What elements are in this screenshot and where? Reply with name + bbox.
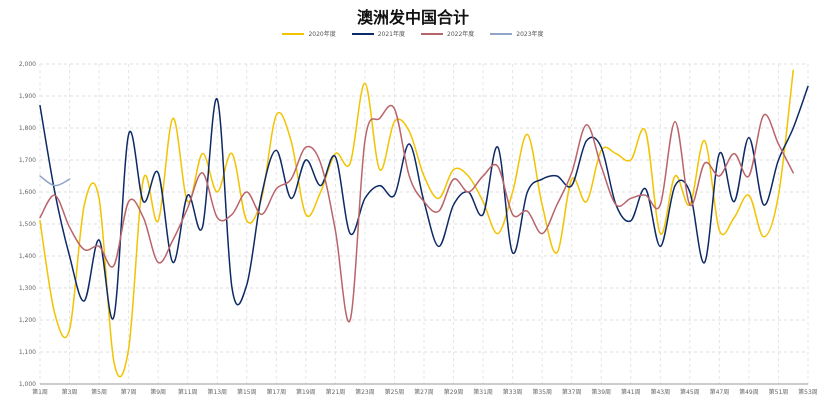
series-2023-line <box>39 175 71 187</box>
x-tick-label: 第39周 <box>591 388 611 396</box>
legend-swatch-2021 <box>351 32 374 35</box>
x-tick-label: 第53周 <box>798 388 818 396</box>
legend-label-2020: 2020年度 <box>308 31 336 38</box>
y-tick-label: 1,400 <box>19 253 36 260</box>
x-tick-label: 第45周 <box>680 388 700 396</box>
series-2021-line <box>39 85 809 320</box>
y-tick-label: 1,100 <box>19 349 36 356</box>
x-tick-label: 第15周 <box>237 388 257 396</box>
legend: 2020年度 2021年度 2022年度 2023年度 <box>0 29 826 38</box>
x-tick-label: 第7周 <box>121 388 137 396</box>
x-tick-label: 第31周 <box>473 388 493 396</box>
x-tick-label: 第23周 <box>355 388 375 396</box>
x-tick-label: 第33周 <box>503 388 523 396</box>
x-tick-label: 第41周 <box>621 388 641 396</box>
x-tick-label: 第29周 <box>444 388 464 396</box>
legend-swatch-2023 <box>490 32 513 35</box>
legend-swatch-2020 <box>282 32 305 35</box>
y-tick-label: 1,000 <box>19 381 36 388</box>
x-tick-label: 第25周 <box>385 388 405 396</box>
y-tick-label: 1,600 <box>19 189 36 196</box>
chart-title: 澳洲发中国合计 <box>356 8 469 27</box>
legend-label-2022: 2022年度 <box>447 31 475 38</box>
legend-item-2022[interactable]: 2022年度 <box>421 29 474 38</box>
y-tick-label: 1,800 <box>19 125 36 132</box>
legend-item-2020[interactable]: 2020年度 <box>282 29 336 38</box>
x-tick-label: 第37周 <box>562 388 582 396</box>
y-tick-label: 1,700 <box>19 157 36 164</box>
y-tick-label: 1,200 <box>19 317 36 324</box>
x-tick-label: 第27周 <box>414 388 434 396</box>
legend-label-2023: 2023年度 <box>516 31 544 38</box>
x-tick-label: 第49周 <box>739 388 759 396</box>
x-tick-label: 第1周 <box>32 388 48 396</box>
x-tick-label: 第35周 <box>532 388 552 396</box>
legend-item-2021[interactable]: 2021年度 <box>351 29 405 38</box>
x-tick-label: 第51周 <box>769 388 789 396</box>
legend-item-2023[interactable]: 2023年度 <box>490 29 544 38</box>
x-tick-label: 第17周 <box>266 388 286 396</box>
legend-label-2021: 2021年度 <box>377 31 405 38</box>
x-tick-label: 第9周 <box>150 388 166 396</box>
x-tick-label: 第43周 <box>650 388 670 396</box>
x-tick-label: 第5周 <box>91 388 107 396</box>
legend-swatch-2022 <box>421 32 443 35</box>
x-tick-label: 第3周 <box>62 388 78 396</box>
x-tick-label: 第13周 <box>207 388 227 396</box>
x-tick-label: 第19周 <box>296 388 316 396</box>
y-tick-label: 1,500 <box>19 221 36 228</box>
series-2020-line <box>39 69 794 378</box>
x-tick-label: 第11周 <box>178 388 198 396</box>
y-tick-label: 1,300 <box>19 285 36 292</box>
series-2022-line <box>39 104 794 323</box>
x-tick-label: 第47周 <box>710 388 730 396</box>
x-tick-label: 第21周 <box>326 388 346 396</box>
y-tick-label: 1,900 <box>19 93 36 100</box>
y-tick-label: 2,000 <box>19 61 36 68</box>
